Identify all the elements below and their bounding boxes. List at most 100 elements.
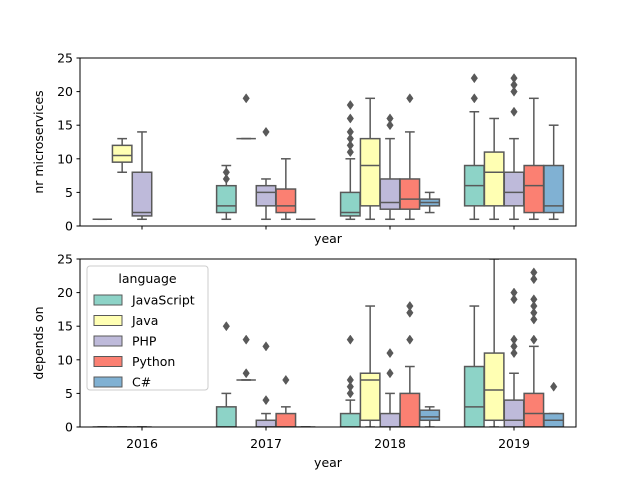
box-python-2018 bbox=[399, 93, 421, 221]
box-csharp-2019 bbox=[543, 124, 565, 221]
legend-swatch bbox=[93, 356, 123, 367]
outlier-point bbox=[242, 368, 250, 379]
box-iqr bbox=[503, 171, 525, 207]
legend-label: Java bbox=[131, 313, 158, 328]
y-tick-label: 10 bbox=[57, 151, 73, 166]
box-iqr bbox=[523, 392, 545, 427]
outlier-point bbox=[386, 113, 394, 124]
box-javascript-2018 bbox=[339, 100, 361, 221]
outlier-point bbox=[262, 395, 270, 406]
box-iqr bbox=[255, 184, 277, 207]
box-csharp-2019 bbox=[543, 381, 565, 427]
outlier-point bbox=[530, 274, 538, 285]
y-axis-label: depends on bbox=[31, 306, 46, 379]
outlier-point bbox=[510, 294, 518, 305]
box-java-2017 bbox=[236, 93, 256, 140]
box-java-2016 bbox=[111, 137, 133, 173]
box-javascript-2018 bbox=[339, 334, 361, 427]
legend-entry: Python bbox=[93, 354, 175, 369]
x-tick-label: 2016 bbox=[126, 436, 158, 451]
legend-title: language bbox=[118, 271, 177, 286]
outlier-point bbox=[222, 173, 230, 184]
box-java-2019 bbox=[483, 259, 505, 427]
y-tick-label: 5 bbox=[65, 386, 73, 401]
plot-area bbox=[92, 73, 565, 221]
outlier-point bbox=[346, 140, 354, 151]
box-iqr bbox=[463, 365, 485, 427]
series-csharp bbox=[295, 124, 565, 221]
outlier-point bbox=[346, 100, 354, 111]
outlier-point bbox=[510, 79, 518, 90]
x-tick-label: 2019 bbox=[498, 436, 530, 451]
outlier-point bbox=[386, 120, 394, 131]
outlier-point bbox=[346, 334, 354, 345]
box-java-2018 bbox=[359, 305, 381, 427]
box-python-2017 bbox=[275, 158, 297, 221]
box-javascript-2019 bbox=[463, 73, 485, 221]
outlier-point bbox=[346, 147, 354, 158]
outlier-point bbox=[530, 267, 538, 278]
box-iqr bbox=[339, 412, 361, 427]
box-iqr bbox=[379, 178, 401, 210]
box-iqr bbox=[215, 406, 237, 427]
outlier-point bbox=[530, 307, 538, 318]
outlier-point bbox=[262, 341, 270, 352]
legend-entry: JavaScript bbox=[93, 293, 195, 308]
series-java bbox=[112, 259, 505, 427]
outlier-point bbox=[222, 321, 230, 332]
series-python bbox=[275, 93, 545, 221]
outlier-point bbox=[386, 348, 394, 359]
box-iqr bbox=[483, 151, 505, 207]
legend-swatch bbox=[93, 294, 123, 306]
x-axis-label: year bbox=[314, 231, 343, 246]
legend-swatch bbox=[93, 315, 123, 326]
box-iqr bbox=[379, 412, 401, 427]
legend-label: C# bbox=[132, 375, 151, 390]
box-iqr bbox=[111, 144, 133, 163]
box-iqr bbox=[503, 399, 525, 427]
legend-entry: Java bbox=[93, 313, 158, 328]
box-php-2017 bbox=[255, 341, 277, 427]
box-iqr bbox=[255, 419, 277, 427]
y-axis-label: nr microservices bbox=[31, 90, 46, 193]
box-javascript-2017 bbox=[215, 321, 237, 427]
outlier-point bbox=[530, 294, 538, 305]
box-javascript-2019 bbox=[463, 305, 485, 427]
box-iqr bbox=[543, 164, 565, 214]
box-java-2019 bbox=[483, 117, 505, 221]
box-php-2016 bbox=[131, 131, 153, 221]
axes-frame bbox=[79, 258, 577, 428]
axes-frame bbox=[79, 57, 577, 227]
outlier-point bbox=[406, 334, 414, 345]
series-javascript bbox=[92, 73, 485, 221]
outlier-point bbox=[346, 381, 354, 392]
box-python-2019 bbox=[523, 267, 545, 427]
y-tick-label: 15 bbox=[57, 118, 73, 133]
outlier-point bbox=[470, 93, 478, 104]
box-iqr bbox=[483, 352, 505, 422]
box-php-2018 bbox=[379, 348, 401, 427]
box-csharp-2018 bbox=[419, 406, 441, 427]
outlier-point bbox=[262, 126, 270, 137]
outlier-point bbox=[550, 381, 558, 392]
box-iqr bbox=[275, 412, 297, 427]
y-axis: 0 5 10 15 20 25 nr microservices bbox=[31, 51, 80, 234]
legend-label: Python bbox=[132, 354, 175, 369]
y-tick-label: 0 bbox=[65, 420, 73, 435]
outlier-point bbox=[386, 368, 394, 379]
y-tick-label: 0 bbox=[65, 219, 73, 234]
legend-entry: PHP bbox=[93, 334, 157, 349]
box-java-2018 bbox=[359, 97, 381, 221]
box-java-2017 bbox=[236, 334, 256, 381]
legend-label: PHP bbox=[132, 334, 157, 349]
outlier-point bbox=[282, 374, 290, 385]
box-php-2018 bbox=[379, 113, 401, 221]
y-tick-label: 20 bbox=[57, 84, 73, 99]
legend-swatch bbox=[93, 335, 123, 347]
box-python-2019 bbox=[523, 97, 545, 221]
box-iqr bbox=[359, 372, 381, 422]
top-panel: 0 5 10 15 20 25 nr microservices year bbox=[31, 51, 577, 246]
outlier-point bbox=[222, 167, 230, 178]
box-iqr bbox=[131, 171, 153, 217]
